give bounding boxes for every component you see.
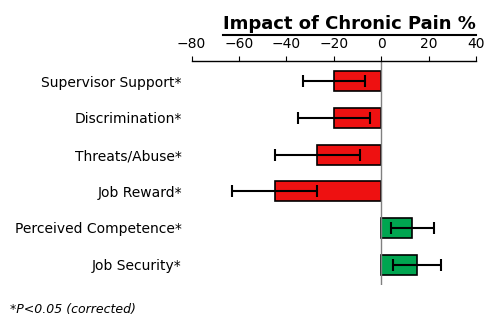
Bar	[382, 255, 417, 275]
Text: *P<0.05 (corrected): *P<0.05 (corrected)	[10, 303, 136, 316]
Bar	[318, 145, 382, 165]
Bar	[382, 218, 412, 238]
Bar	[334, 108, 382, 128]
Bar	[274, 181, 382, 201]
Text: Impact of Chronic Pain %: Impact of Chronic Pain %	[224, 15, 476, 33]
Bar	[334, 71, 382, 91]
